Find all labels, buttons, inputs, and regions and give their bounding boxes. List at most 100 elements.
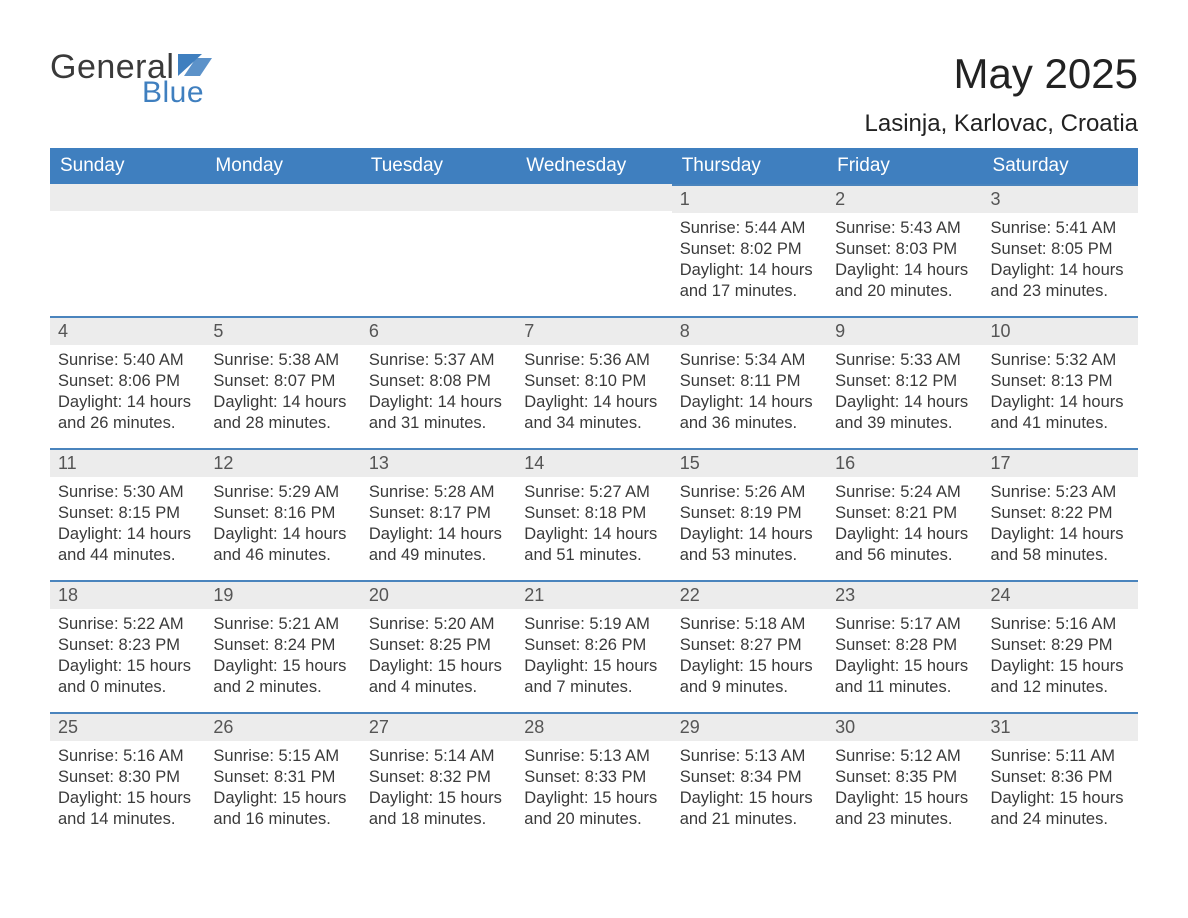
sunrise-text: Sunrise: 5:44 AM [680,218,819,239]
sunset-text: Sunset: 8:12 PM [835,371,974,392]
month-title: May 2025 [865,50,1138,98]
calendar-day-cell: 28Sunrise: 5:13 AMSunset: 8:33 PMDayligh… [516,712,671,844]
day-content: Sunrise: 5:13 AMSunset: 8:33 PMDaylight:… [516,741,671,836]
calendar-day-cell: 1Sunrise: 5:44 AMSunset: 8:02 PMDaylight… [672,184,827,316]
day-content: Sunrise: 5:28 AMSunset: 8:17 PMDaylight:… [361,477,516,572]
day-content: Sunrise: 5:30 AMSunset: 8:15 PMDaylight:… [50,477,205,572]
sunrise-text: Sunrise: 5:32 AM [991,350,1130,371]
calendar-day-cell: 3Sunrise: 5:41 AMSunset: 8:05 PMDaylight… [983,184,1138,316]
day-number: 17 [983,448,1138,477]
sunrise-text: Sunrise: 5:41 AM [991,218,1130,239]
day-content: Sunrise: 5:40 AMSunset: 8:06 PMDaylight:… [50,345,205,440]
daylight-text: Daylight: 15 hours and 20 minutes. [524,788,663,830]
daylight-text: Daylight: 14 hours and 58 minutes. [991,524,1130,566]
day-number: 25 [50,712,205,741]
calendar-day-cell: 10Sunrise: 5:32 AMSunset: 8:13 PMDayligh… [983,316,1138,448]
calendar-day-cell: 29Sunrise: 5:13 AMSunset: 8:34 PMDayligh… [672,712,827,844]
day-content: Sunrise: 5:38 AMSunset: 8:07 PMDaylight:… [205,345,360,440]
day-number: 14 [516,448,671,477]
day-content: Sunrise: 5:22 AMSunset: 8:23 PMDaylight:… [50,609,205,704]
sunrise-text: Sunrise: 5:17 AM [835,614,974,635]
day-number: 27 [361,712,516,741]
daylight-text: Daylight: 15 hours and 18 minutes. [369,788,508,830]
day-number: 5 [205,316,360,345]
calendar-day-cell: 22Sunrise: 5:18 AMSunset: 8:27 PMDayligh… [672,580,827,712]
calendar-day-cell: 7Sunrise: 5:36 AMSunset: 8:10 PMDaylight… [516,316,671,448]
daylight-text: Daylight: 14 hours and 51 minutes. [524,524,663,566]
day-number: 18 [50,580,205,609]
sunset-text: Sunset: 8:36 PM [991,767,1130,788]
day-number: 30 [827,712,982,741]
calendar-day-cell: 31Sunrise: 5:11 AMSunset: 8:36 PMDayligh… [983,712,1138,844]
calendar-week-row: 4Sunrise: 5:40 AMSunset: 8:06 PMDaylight… [50,316,1138,448]
day-number: 16 [827,448,982,477]
sunrise-text: Sunrise: 5:18 AM [680,614,819,635]
empty-day-bar [205,184,360,211]
sunset-text: Sunset: 8:26 PM [524,635,663,656]
calendar-day-cell: 2Sunrise: 5:43 AMSunset: 8:03 PMDaylight… [827,184,982,316]
day-number: 8 [672,316,827,345]
sunset-text: Sunset: 8:35 PM [835,767,974,788]
calendar-day-cell: 4Sunrise: 5:40 AMSunset: 8:06 PMDaylight… [50,316,205,448]
calendar-day-cell: 12Sunrise: 5:29 AMSunset: 8:16 PMDayligh… [205,448,360,580]
calendar-day-cell: 26Sunrise: 5:15 AMSunset: 8:31 PMDayligh… [205,712,360,844]
sunset-text: Sunset: 8:31 PM [213,767,352,788]
daylight-text: Daylight: 14 hours and 31 minutes. [369,392,508,434]
sunset-text: Sunset: 8:02 PM [680,239,819,260]
day-content: Sunrise: 5:26 AMSunset: 8:19 PMDaylight:… [672,477,827,572]
day-number: 12 [205,448,360,477]
daylight-text: Daylight: 15 hours and 14 minutes. [58,788,197,830]
daylight-text: Daylight: 15 hours and 2 minutes. [213,656,352,698]
day-content: Sunrise: 5:29 AMSunset: 8:16 PMDaylight:… [205,477,360,572]
calendar-day-cell: 11Sunrise: 5:30 AMSunset: 8:15 PMDayligh… [50,448,205,580]
daylight-text: Daylight: 14 hours and 39 minutes. [835,392,974,434]
sunset-text: Sunset: 8:28 PM [835,635,974,656]
calendar-body: 1Sunrise: 5:44 AMSunset: 8:02 PMDaylight… [50,184,1138,844]
day-content: Sunrise: 5:41 AMSunset: 8:05 PMDaylight:… [983,213,1138,308]
daylight-text: Daylight: 14 hours and 34 minutes. [524,392,663,434]
day-content: Sunrise: 5:36 AMSunset: 8:10 PMDaylight:… [516,345,671,440]
sunrise-text: Sunrise: 5:37 AM [369,350,508,371]
daylight-text: Daylight: 14 hours and 20 minutes. [835,260,974,302]
sunset-text: Sunset: 8:23 PM [58,635,197,656]
sunrise-text: Sunrise: 5:29 AM [213,482,352,503]
day-content: Sunrise: 5:23 AMSunset: 8:22 PMDaylight:… [983,477,1138,572]
weekday-header: Friday [827,148,982,184]
calendar-day-cell: 16Sunrise: 5:24 AMSunset: 8:21 PMDayligh… [827,448,982,580]
day-content: Sunrise: 5:21 AMSunset: 8:24 PMDaylight:… [205,609,360,704]
day-content: Sunrise: 5:14 AMSunset: 8:32 PMDaylight:… [361,741,516,836]
sunrise-text: Sunrise: 5:38 AM [213,350,352,371]
calendar-day-cell: 23Sunrise: 5:17 AMSunset: 8:28 PMDayligh… [827,580,982,712]
daylight-text: Daylight: 14 hours and 26 minutes. [58,392,197,434]
title-block: May 2025 Lasinja, Karlovac, Croatia [865,50,1138,138]
sunrise-text: Sunrise: 5:36 AM [524,350,663,371]
day-number: 11 [50,448,205,477]
day-number: 20 [361,580,516,609]
daylight-text: Daylight: 15 hours and 4 minutes. [369,656,508,698]
weekday-header: Wednesday [516,148,671,184]
calendar-day-cell [205,184,360,316]
empty-day-bar [50,184,205,211]
sunrise-text: Sunrise: 5:16 AM [58,746,197,767]
day-number: 4 [50,316,205,345]
sunset-text: Sunset: 8:16 PM [213,503,352,524]
day-content: Sunrise: 5:16 AMSunset: 8:30 PMDaylight:… [50,741,205,836]
day-number: 29 [672,712,827,741]
day-content: Sunrise: 5:19 AMSunset: 8:26 PMDaylight:… [516,609,671,704]
sunrise-text: Sunrise: 5:30 AM [58,482,197,503]
sunrise-text: Sunrise: 5:34 AM [680,350,819,371]
sunrise-text: Sunrise: 5:24 AM [835,482,974,503]
sunset-text: Sunset: 8:34 PM [680,767,819,788]
sunrise-text: Sunrise: 5:33 AM [835,350,974,371]
calendar-day-cell: 17Sunrise: 5:23 AMSunset: 8:22 PMDayligh… [983,448,1138,580]
day-content: Sunrise: 5:24 AMSunset: 8:21 PMDaylight:… [827,477,982,572]
sunset-text: Sunset: 8:08 PM [369,371,508,392]
sunset-text: Sunset: 8:22 PM [991,503,1130,524]
day-content: Sunrise: 5:37 AMSunset: 8:08 PMDaylight:… [361,345,516,440]
daylight-text: Daylight: 15 hours and 9 minutes. [680,656,819,698]
day-content: Sunrise: 5:15 AMSunset: 8:31 PMDaylight:… [205,741,360,836]
sunrise-text: Sunrise: 5:19 AM [524,614,663,635]
day-content: Sunrise: 5:43 AMSunset: 8:03 PMDaylight:… [827,213,982,308]
day-number: 24 [983,580,1138,609]
sunrise-text: Sunrise: 5:13 AM [524,746,663,767]
